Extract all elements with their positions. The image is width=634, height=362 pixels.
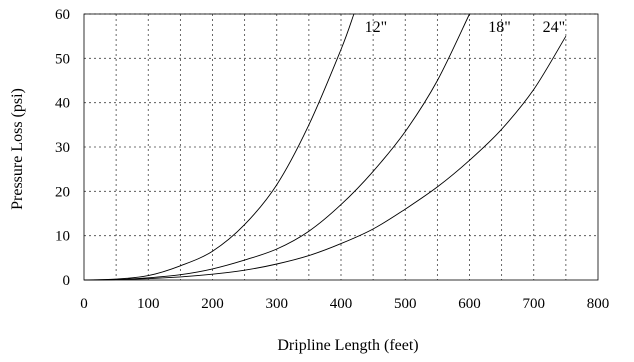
series-label: 12" — [365, 19, 388, 36]
y-tick-label: 50 — [55, 51, 70, 67]
series-line — [83, 13, 355, 281]
grid — [83, 13, 599, 281]
plot-frame — [83, 13, 599, 281]
y-tick-label: 40 — [55, 96, 70, 112]
series-lines — [83, 13, 567, 281]
y-axis-title: Pressure Loss (psi) — [9, 88, 26, 210]
series-line — [83, 35, 567, 281]
x-tick-label: 800 — [587, 296, 610, 312]
y-tick-label: 10 — [55, 229, 70, 245]
y-tick-label: 0 — [63, 273, 71, 289]
series-label: 24" — [543, 19, 566, 36]
y-tick-label: 30 — [55, 140, 70, 156]
series-label: 18" — [488, 19, 511, 36]
series-line — [83, 13, 470, 281]
x-tick-label: 100 — [137, 296, 160, 312]
series-labels: 12" 18" 24" — [365, 19, 566, 36]
x-tick-label: 0 — [80, 296, 88, 312]
x-axis-title: Dripline Length (feet) — [277, 337, 418, 354]
y-tick-label: 20 — [55, 184, 70, 200]
y-tick-labels: 0 10 20 30 40 50 60 — [55, 7, 70, 289]
y-tick-label: 60 — [55, 7, 70, 23]
x-tick-labels: 0 100 200 300 400 500 600 700 800 — [80, 296, 609, 312]
x-tick-label: 700 — [523, 296, 546, 312]
x-tick-label: 200 — [201, 296, 224, 312]
x-tick-label: 500 — [394, 296, 417, 312]
x-tick-label: 400 — [330, 296, 353, 312]
x-tick-label: 300 — [266, 296, 289, 312]
x-tick-label: 600 — [458, 296, 481, 312]
